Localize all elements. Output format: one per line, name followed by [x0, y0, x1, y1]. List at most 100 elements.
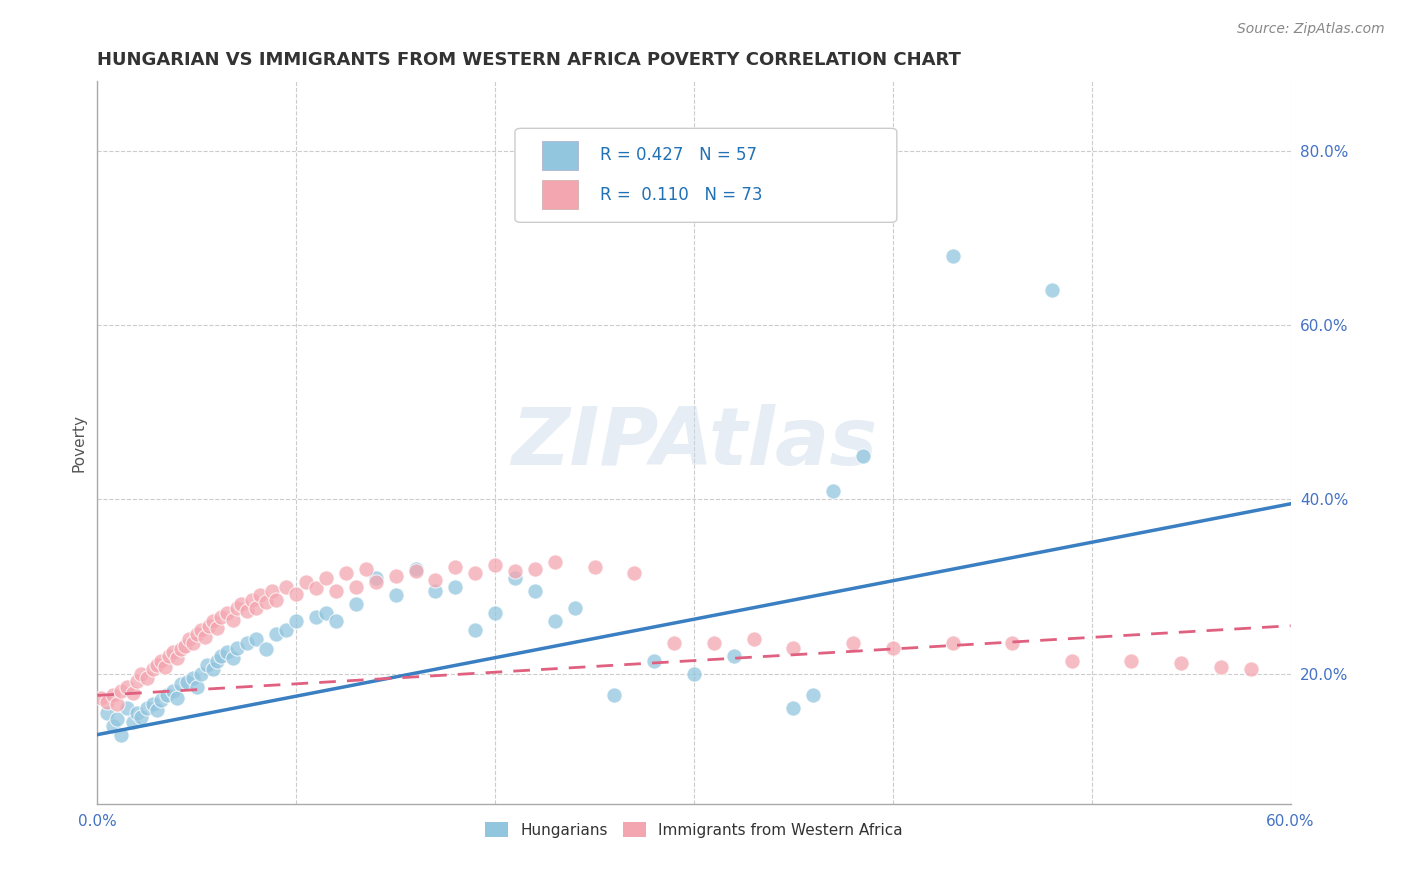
Point	[325, 615, 347, 629]
Point	[384, 569, 406, 583]
Point	[166, 691, 188, 706]
Point	[103, 689, 125, 703]
Point	[262, 583, 284, 598]
Point	[544, 555, 567, 569]
Point	[235, 636, 257, 650]
Point	[484, 558, 506, 572]
Point	[122, 686, 145, 700]
Point	[170, 677, 193, 691]
Point	[205, 654, 228, 668]
Point	[254, 595, 277, 609]
Point	[782, 701, 804, 715]
FancyBboxPatch shape	[515, 128, 897, 222]
Point	[245, 601, 267, 615]
Point	[142, 697, 165, 711]
Text: R = 0.427   N = 57: R = 0.427 N = 57	[600, 146, 756, 164]
Point	[425, 583, 447, 598]
Point	[205, 621, 228, 635]
Point	[852, 449, 875, 463]
Text: ZIPAtlas: ZIPAtlas	[510, 404, 877, 482]
Point	[315, 571, 337, 585]
Point	[170, 642, 193, 657]
Point	[823, 483, 845, 498]
Text: Source: ZipAtlas.com: Source: ZipAtlas.com	[1237, 22, 1385, 37]
Point	[177, 632, 200, 646]
Point	[742, 632, 765, 646]
Point	[129, 710, 152, 724]
Point	[1121, 654, 1143, 668]
Point	[146, 703, 169, 717]
Point	[221, 613, 243, 627]
Point	[523, 562, 546, 576]
Point	[643, 654, 665, 668]
Point	[603, 689, 626, 703]
Point	[503, 564, 526, 578]
Point	[122, 714, 145, 729]
Point	[305, 610, 328, 624]
Point	[295, 575, 318, 590]
Point	[235, 604, 257, 618]
Point	[623, 566, 645, 581]
Point	[103, 719, 125, 733]
Point	[225, 601, 247, 615]
Point	[195, 657, 218, 672]
Point	[276, 580, 298, 594]
Point	[544, 615, 567, 629]
Point	[127, 706, 149, 720]
Point	[190, 623, 212, 637]
Point	[444, 580, 467, 594]
Point	[882, 640, 904, 655]
Point	[364, 575, 387, 590]
Point	[115, 701, 138, 715]
Point	[662, 636, 685, 650]
Point	[503, 571, 526, 585]
Point	[136, 671, 159, 685]
Point	[209, 649, 232, 664]
Text: R =  0.110   N = 73: R = 0.110 N = 73	[600, 186, 762, 204]
Point	[150, 654, 173, 668]
Point	[201, 662, 224, 676]
Y-axis label: Poverty: Poverty	[72, 414, 86, 472]
Point	[285, 615, 308, 629]
Point	[285, 586, 308, 600]
Point	[444, 560, 467, 574]
Point	[153, 659, 176, 673]
Point	[229, 597, 252, 611]
Point	[157, 649, 180, 664]
Point	[364, 571, 387, 585]
Point	[115, 680, 138, 694]
Point	[523, 583, 546, 598]
Point	[344, 580, 367, 594]
Point	[344, 597, 367, 611]
Point	[782, 640, 804, 655]
Point	[96, 706, 118, 720]
Point	[181, 671, 204, 685]
Point	[1209, 659, 1232, 673]
Point	[142, 662, 165, 676]
Point	[96, 694, 118, 708]
Point	[90, 691, 112, 706]
Point	[405, 562, 427, 576]
Point	[201, 615, 224, 629]
Point	[583, 560, 606, 574]
Point	[1170, 657, 1192, 671]
Point	[405, 564, 427, 578]
Point	[197, 619, 219, 633]
Point	[464, 623, 486, 637]
Point	[335, 566, 357, 581]
Point	[105, 712, 128, 726]
Point	[1240, 662, 1263, 676]
Point	[305, 582, 328, 596]
Point	[801, 689, 824, 703]
Point	[484, 606, 506, 620]
Point	[225, 640, 247, 655]
Point	[242, 592, 264, 607]
Point	[176, 675, 198, 690]
Point	[266, 592, 288, 607]
Point	[110, 728, 132, 742]
Point	[194, 630, 217, 644]
Text: HUNGARIAN VS IMMIGRANTS FROM WESTERN AFRICA POVERTY CORRELATION CHART: HUNGARIAN VS IMMIGRANTS FROM WESTERN AFR…	[97, 51, 962, 69]
Point	[1060, 654, 1083, 668]
Point	[186, 680, 208, 694]
Point	[245, 632, 267, 646]
